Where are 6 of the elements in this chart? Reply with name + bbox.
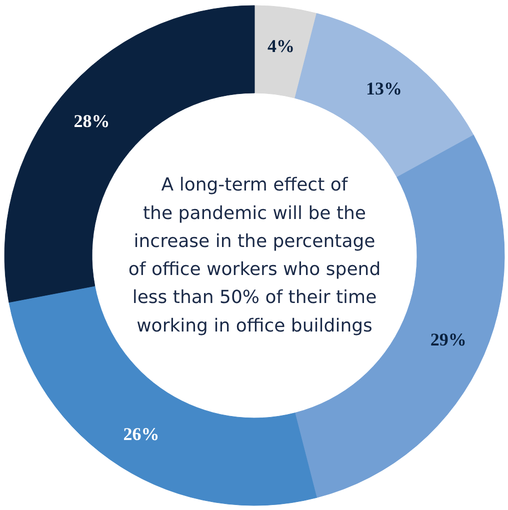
text: A long-term effect of the pandemic will be the increase in the percentage of office workers who spend less than 50% of their time working in office buildings: [128, 174, 381, 336]
data-label: 26%: [123, 424, 160, 444]
data-label: 28%: [74, 110, 110, 131]
data-label: 4%: [267, 36, 294, 56]
data-label: 13%: [366, 78, 402, 99]
data-label: 29%: [430, 329, 466, 350]
